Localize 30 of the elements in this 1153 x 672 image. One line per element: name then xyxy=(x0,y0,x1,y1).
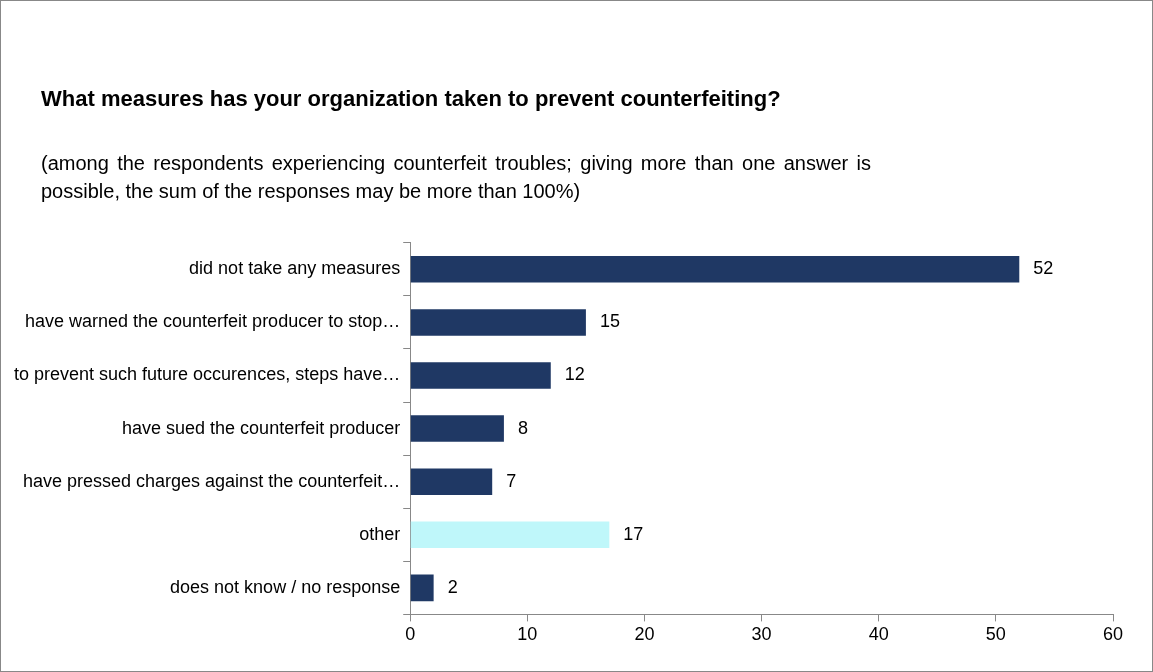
x-tick-label: 40 xyxy=(868,624,889,645)
x-tick-label: 0 xyxy=(405,624,416,645)
bar xyxy=(410,309,586,336)
y-tick-label: to prevent such future occurences, steps have… xyxy=(13,364,401,385)
data-label: 17 xyxy=(623,523,644,544)
y-tick-label: does not know / no response xyxy=(170,576,401,597)
data-label: 12 xyxy=(564,364,585,385)
data-label: 52 xyxy=(1033,258,1054,279)
bar xyxy=(410,415,504,442)
y-tick-label: have pressed charges against the counterfeit… xyxy=(22,470,401,491)
bar xyxy=(410,362,551,389)
bar xyxy=(410,468,493,495)
chart-title: What measures has your organization taken to prevent counterfeiting? xyxy=(41,85,782,113)
data-label: 8 xyxy=(517,417,528,438)
y-tick-label: other xyxy=(359,523,401,544)
bar xyxy=(410,521,610,549)
x-tick-label: 30 xyxy=(751,624,772,645)
data-label: 7 xyxy=(506,470,517,491)
x-tick-label: 20 xyxy=(634,624,655,645)
y-tick-label: did not take any measures xyxy=(189,258,401,279)
x-tick-label: 50 xyxy=(985,624,1006,645)
x-tick-label: 10 xyxy=(517,624,538,645)
y-tick-label: have sued the counterfeit producer xyxy=(122,417,401,438)
data-label: 15 xyxy=(599,311,620,332)
y-tick-label: have warned the counterfeit producer to stop… xyxy=(24,311,401,332)
chart-subtitle: (among the respondents experiencing counterfeit troubles; giving more than one answer is possible, the sum of the responses may be more than 100%) xyxy=(41,151,871,204)
bar xyxy=(410,256,1020,283)
bar xyxy=(410,574,434,602)
x-tick-label: 60 xyxy=(1102,624,1124,645)
data-label: 2 xyxy=(447,576,458,597)
